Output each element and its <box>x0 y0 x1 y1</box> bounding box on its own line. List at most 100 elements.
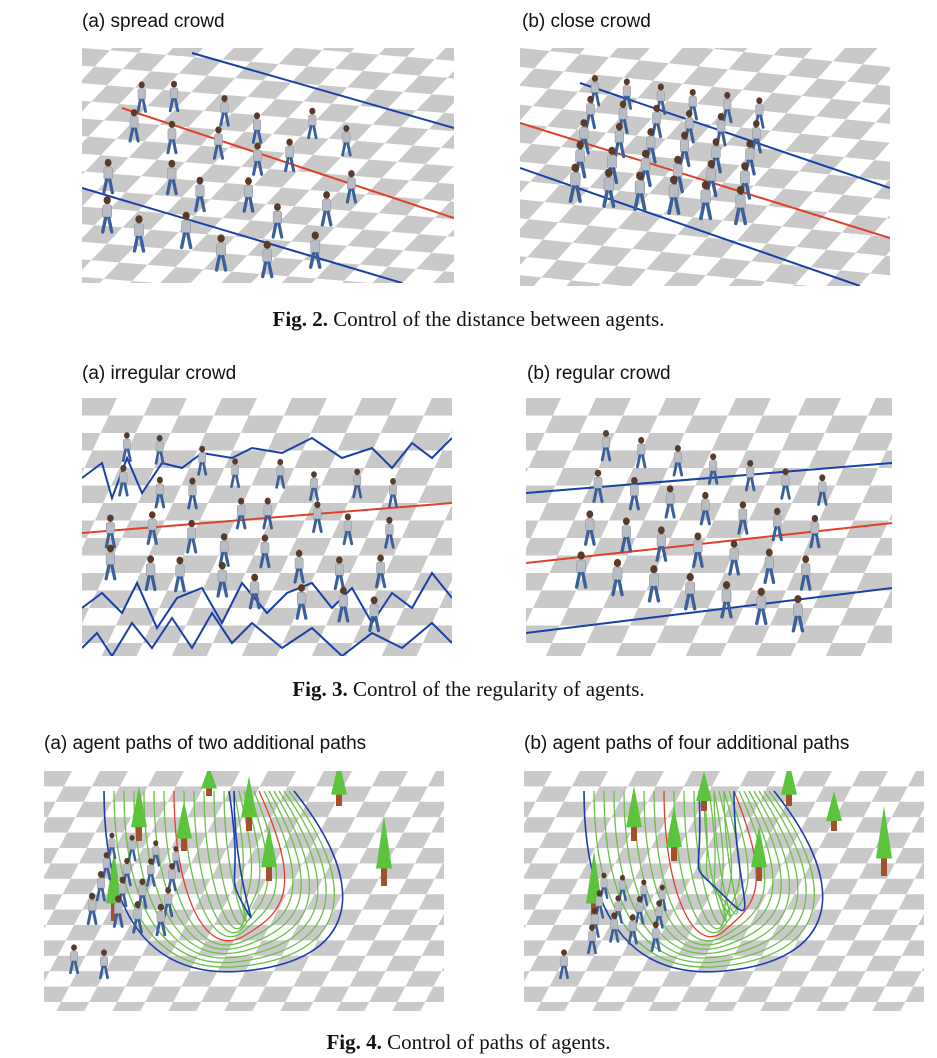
agent-crowd <box>69 832 181 980</box>
agent-figure <box>809 514 821 549</box>
guide-path <box>228 790 252 919</box>
agent-figure <box>699 491 711 526</box>
agent-figure <box>101 196 114 234</box>
agent-figure <box>352 468 363 499</box>
tree <box>106 851 122 921</box>
guide-line-blue-top <box>191 52 454 129</box>
agent-figure <box>559 949 569 980</box>
fig3-panel-b-label: (b) regular crowd <box>527 363 671 384</box>
agent-figure <box>132 901 143 934</box>
agent-figure <box>733 185 748 226</box>
agent-figure <box>771 507 783 542</box>
agent-figure <box>101 852 112 881</box>
agent-figure <box>248 573 261 610</box>
agent-figure <box>627 914 638 945</box>
agent-figure <box>368 596 381 633</box>
fig4-caption-text: Control of paths of agents. <box>387 1030 611 1054</box>
agent-figure <box>259 534 271 569</box>
fig3-panel-a-label: (a) irregular crowd <box>82 363 237 384</box>
agent-path <box>213 790 253 926</box>
agent-figure <box>144 555 157 592</box>
agent-figure <box>600 430 612 462</box>
agent-figure <box>337 586 350 623</box>
agent-figure <box>634 896 645 925</box>
agent-figure <box>219 95 230 127</box>
agent-figure <box>384 516 395 549</box>
agent-figure <box>672 445 684 477</box>
agent-path <box>673 790 749 934</box>
agent-figure <box>817 474 828 506</box>
irregular-guide-line-top <box>82 436 452 502</box>
agent-path <box>703 790 727 922</box>
tree <box>826 791 842 831</box>
agent-path <box>613 790 799 959</box>
center-line-red <box>526 522 892 564</box>
agent-figure <box>692 532 704 568</box>
tree <box>201 771 217 796</box>
fig2-caption: Fig. 2. Control of the distance between … <box>0 307 937 332</box>
fig3-caption: Fig. 3. Control of the regularity of age… <box>0 677 937 702</box>
agent-figure <box>154 434 165 465</box>
agent-figure <box>650 921 661 952</box>
agent-figure <box>118 464 129 497</box>
agent-path <box>623 790 790 955</box>
agent-figure <box>127 834 137 862</box>
agent-figure <box>707 453 719 485</box>
agent-figure <box>307 107 318 140</box>
fig2-panel-a-image <box>82 48 454 283</box>
fig3-panel-a-image <box>82 398 452 656</box>
tree <box>876 806 892 876</box>
agent-crowd <box>101 80 357 279</box>
agent-figure <box>722 91 733 124</box>
agent-figure <box>173 556 186 593</box>
agent-figure <box>744 459 756 492</box>
agent-figure <box>260 240 274 279</box>
agent-path <box>693 790 733 926</box>
agent-figure <box>633 171 647 211</box>
agent-figure <box>179 211 193 250</box>
agent-figure <box>163 886 174 918</box>
fig3-caption-number: Fig. 3. <box>292 677 348 701</box>
agent-path <box>643 790 774 946</box>
agent-figure <box>165 159 178 196</box>
guide-line-blue-top <box>579 82 890 189</box>
agent-figure <box>799 555 812 591</box>
agent-figure <box>154 476 166 509</box>
fig2-panel-a-label: (a) spread crowd <box>82 11 225 32</box>
agent-figure <box>112 895 124 928</box>
fig4-caption: Fig. 4. Control of paths of agents. <box>0 1030 937 1055</box>
agent-figure <box>341 124 352 157</box>
agent-figure <box>155 903 167 937</box>
fig4-panel-a-label: (a) agent paths of two additional paths <box>44 733 367 754</box>
fig4-panel-a-image <box>44 771 444 1011</box>
agent-figure <box>251 112 263 144</box>
agent-path <box>153 790 302 950</box>
agent-figure <box>186 519 198 554</box>
fig2-panel-b-label: (b) close crowd <box>522 11 651 32</box>
agent-figure <box>611 558 624 597</box>
fig3-panel-b-image <box>526 398 892 656</box>
tree <box>376 816 392 886</box>
agent-figure <box>754 97 765 129</box>
agent-figure <box>284 138 296 173</box>
agent-figure <box>194 176 206 213</box>
agent-figure <box>242 177 255 213</box>
checkered-floor <box>82 398 452 656</box>
agent-path <box>708 790 732 919</box>
irregular-guide-line-bottom <box>82 571 452 631</box>
agent-figure <box>167 863 177 892</box>
agent-figure <box>271 203 284 239</box>
agent-path <box>133 790 319 959</box>
agent-figure <box>136 81 147 113</box>
agent-figure <box>309 231 322 269</box>
guide-line-blue-bottom <box>82 187 403 283</box>
agent-figure <box>589 75 601 107</box>
agent-figure <box>628 476 640 511</box>
agent-figure <box>584 95 597 130</box>
agent-figure <box>587 924 597 955</box>
agent-path <box>123 790 327 964</box>
tree <box>241 776 257 831</box>
agent-figure <box>146 511 158 546</box>
agent-figure <box>275 458 286 489</box>
guide-path <box>697 790 746 912</box>
